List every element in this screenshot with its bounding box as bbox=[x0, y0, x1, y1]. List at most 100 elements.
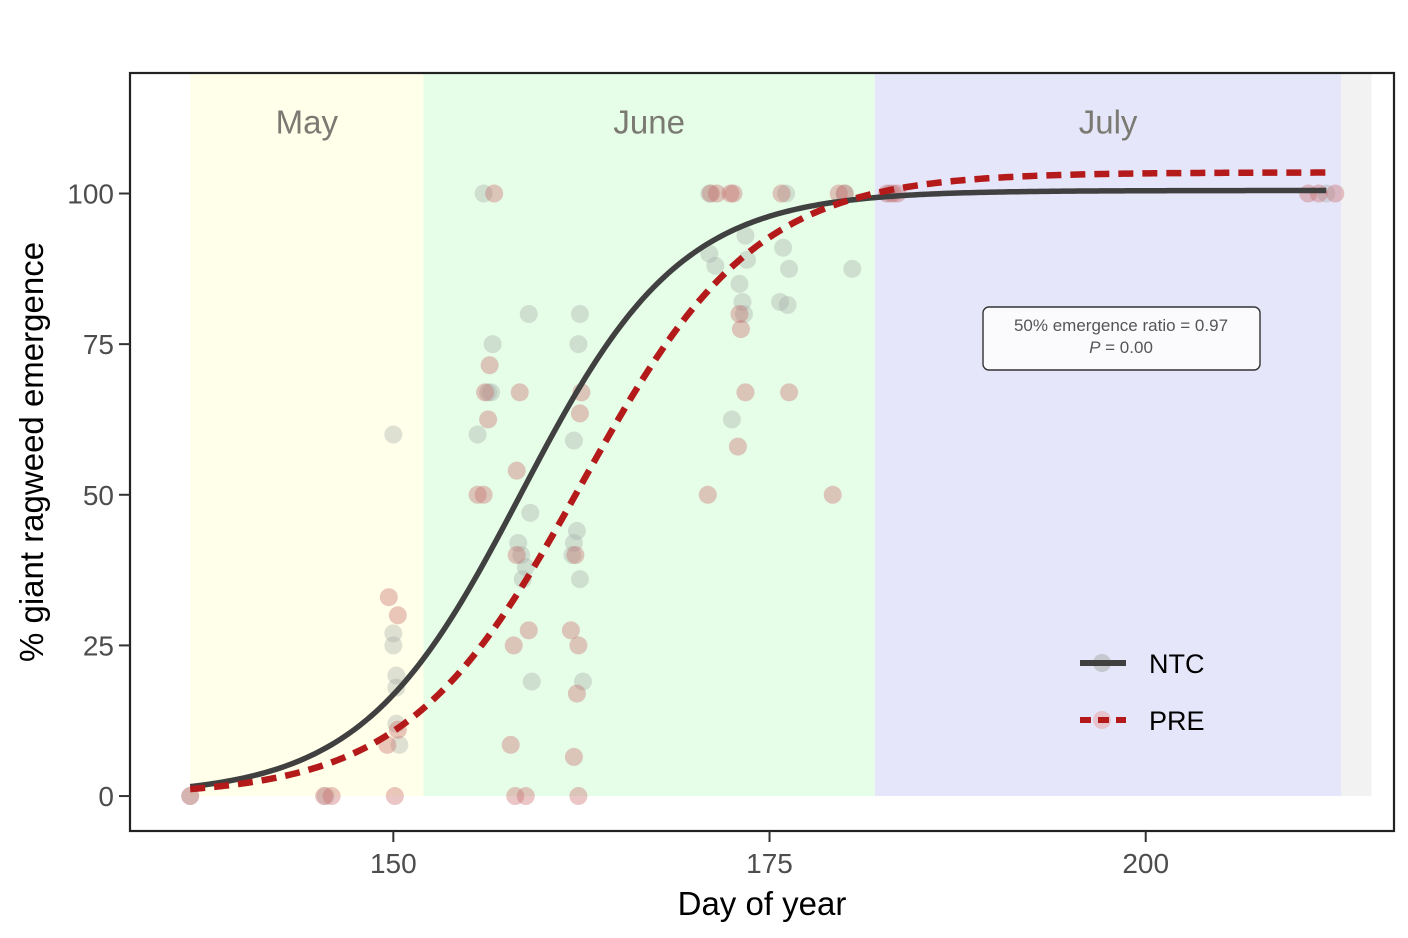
point-ntc-18 bbox=[519, 305, 538, 324]
point-ntc-22 bbox=[564, 431, 583, 450]
x-tick-label-200: 200 bbox=[1122, 848, 1169, 879]
point-pre-18 bbox=[507, 461, 526, 480]
point-ntc-37 bbox=[737, 250, 756, 269]
point-pre-12 bbox=[479, 410, 498, 429]
point-ntc-24 bbox=[567, 521, 586, 540]
point-pre-1 bbox=[315, 787, 334, 806]
x-tick-label-175: 175 bbox=[746, 848, 793, 879]
curve-ntc bbox=[189, 187, 1327, 790]
point-ntc-34 bbox=[733, 292, 752, 311]
point-pre-27 bbox=[569, 787, 588, 806]
month-label-june: June bbox=[613, 103, 685, 140]
y-tick-label-25: 25 bbox=[83, 630, 114, 661]
point-ntc-28 bbox=[573, 672, 592, 691]
point-pre-8 bbox=[468, 485, 487, 504]
point-pre-14 bbox=[501, 735, 520, 754]
point-pre-40 bbox=[780, 383, 799, 402]
annotation-line1: 50% emergence ratio = 0.97 bbox=[1014, 316, 1228, 335]
point-pre-20 bbox=[516, 787, 535, 806]
y-tick-label-0: 0 bbox=[98, 781, 114, 812]
point-ntc-1 bbox=[316, 787, 335, 806]
point-ntc-13 bbox=[482, 383, 501, 402]
legend: NTC PRE bbox=[1080, 649, 1205, 736]
annotation-line2: P = 0.00 bbox=[1089, 338, 1153, 357]
point-pre-33 bbox=[721, 184, 740, 203]
point-pre-36 bbox=[730, 305, 749, 324]
fitted-curves bbox=[189, 169, 1327, 793]
point-ntc-12 bbox=[483, 335, 502, 354]
point-ntc-21 bbox=[563, 546, 582, 565]
point-ntc-31 bbox=[706, 256, 725, 275]
point-pre-24 bbox=[566, 546, 585, 565]
point-ntc-17 bbox=[516, 558, 535, 577]
point-ntc-29 bbox=[700, 184, 719, 203]
point-ntc-25 bbox=[570, 305, 589, 324]
point-ntc-42 bbox=[778, 295, 797, 314]
point-pre-21 bbox=[519, 621, 538, 640]
annotation-p-symbol: P bbox=[1089, 338, 1101, 357]
point-pre-25 bbox=[567, 684, 586, 703]
point-pre-5 bbox=[385, 787, 404, 806]
point-pre-35 bbox=[728, 437, 747, 456]
point-ntc-26 bbox=[569, 335, 588, 354]
data-points bbox=[181, 184, 1345, 806]
month-labels: May June July bbox=[276, 103, 1138, 140]
x-axis-title: Day of year bbox=[678, 885, 847, 922]
point-ntc-5 bbox=[387, 666, 406, 685]
point-pre-49 bbox=[1326, 184, 1345, 203]
point-ntc-19 bbox=[521, 503, 540, 522]
point-pre-39 bbox=[772, 184, 791, 203]
annotation-p-value: = 0.00 bbox=[1100, 338, 1152, 357]
point-pre-22 bbox=[561, 621, 580, 640]
point-ntc-23 bbox=[564, 533, 583, 552]
point-pre-38 bbox=[736, 383, 755, 402]
point-ntc-36 bbox=[736, 226, 755, 245]
point-pre-3 bbox=[379, 588, 398, 607]
y-tick-label-50: 50 bbox=[83, 480, 114, 511]
y-tick-label-75: 75 bbox=[83, 329, 114, 360]
point-ntc-33 bbox=[730, 274, 749, 293]
point-ntc-9 bbox=[468, 425, 487, 444]
point-pre-11 bbox=[480, 356, 499, 375]
plot-border bbox=[128, 71, 1396, 833]
point-pre-48 bbox=[1309, 184, 1328, 203]
point-ntc-27 bbox=[570, 570, 589, 589]
month-label-july: July bbox=[1079, 103, 1138, 140]
point-ntc-20 bbox=[522, 672, 541, 691]
point-pre-30 bbox=[698, 485, 717, 504]
point-ntc-38 bbox=[771, 292, 790, 311]
axes: 150 175 200 0 25 50 75 100 bbox=[67, 179, 1169, 879]
point-ntc-41 bbox=[780, 259, 799, 278]
point-pre-9 bbox=[474, 485, 493, 504]
point-pre-37 bbox=[731, 320, 750, 339]
point-ntc-35 bbox=[734, 305, 753, 324]
point-ntc-32 bbox=[722, 410, 741, 429]
point-ntc-14 bbox=[509, 533, 528, 552]
point-pre-34 bbox=[724, 184, 743, 203]
point-pre-42 bbox=[829, 184, 848, 203]
point-pre-28 bbox=[570, 404, 589, 423]
point-pre-6 bbox=[388, 606, 407, 625]
month-band-june bbox=[423, 73, 875, 797]
point-pre-32 bbox=[707, 184, 726, 203]
point-pre-26 bbox=[569, 636, 588, 655]
month-bands bbox=[190, 73, 1372, 797]
month-band-tail bbox=[1341, 73, 1372, 797]
point-ntc-15 bbox=[512, 546, 531, 565]
point-ntc-3 bbox=[384, 624, 403, 643]
point-pre-41 bbox=[823, 485, 842, 504]
point-ntc-10 bbox=[474, 184, 493, 203]
month-band-may bbox=[190, 73, 424, 797]
curve-pre bbox=[189, 169, 1327, 793]
x-tick-label-150: 150 bbox=[370, 848, 417, 879]
point-pre-13 bbox=[485, 184, 504, 203]
point-pre-16 bbox=[506, 787, 525, 806]
month-band-july bbox=[874, 73, 1342, 797]
point-pre-19 bbox=[510, 383, 529, 402]
point-ntc-11 bbox=[479, 383, 498, 402]
legend-label-pre: PRE bbox=[1149, 706, 1205, 736]
point-ntc-8 bbox=[384, 425, 403, 444]
point-ntc-44 bbox=[843, 259, 862, 278]
annotation-box bbox=[982, 306, 1261, 371]
